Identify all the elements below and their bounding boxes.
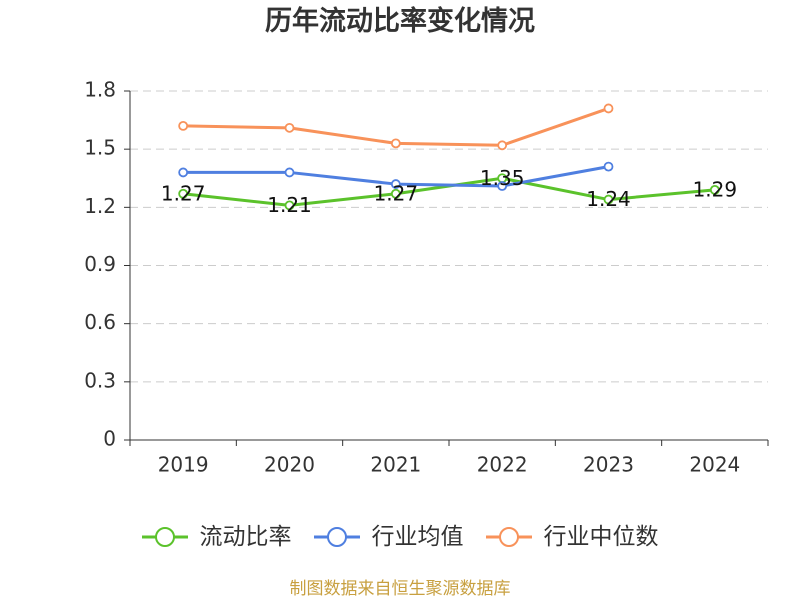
data-point-industry-median (603, 103, 614, 114)
legend-line-marker-icon (485, 527, 532, 547)
legend-item-industry-average[interactable]: 行业均值 (313, 522, 464, 552)
chart-title: 历年流动比率变化情况 (265, 6, 535, 37)
data-label: 1.27 (374, 181, 419, 205)
y-tick-label: 0 (103, 427, 116, 451)
y-tick-label: 0.9 (84, 252, 116, 276)
data-label: 1.35 (480, 166, 525, 190)
line-chart: 0 0.3 0.6 0.9 1.2 1.5 1.8 2019 2020 2021 2022 2023 2… (84, 78, 769, 477)
y-tick-label: 0.6 (84, 310, 116, 334)
data-point-industry-average (497, 181, 508, 191)
x-tick-label: 2024 (689, 453, 740, 477)
data-point-industry-average (603, 161, 614, 172)
data-point-current-ratio (178, 188, 189, 199)
y-tick-label: 1.8 (84, 78, 116, 102)
legend-label: 行业中位数 (543, 524, 659, 550)
x-tick-label: 2020 (264, 453, 315, 477)
data-label: 1.29 (693, 177, 738, 201)
legend-item-industry-median[interactable]: 行业中位数 (485, 522, 659, 552)
data-point-industry-median (390, 138, 401, 149)
data-point-industry-average (390, 179, 401, 189)
data-label: 1.24 (586, 187, 631, 211)
data-point-industry-average (284, 167, 295, 178)
data-point-industry-median (178, 121, 189, 131)
legend-item-current-ratio[interactable]: 流动比率 (141, 522, 292, 552)
data-source-note: 制图数据来自恒生聚源数据库 (289, 579, 511, 599)
legend-line-marker-icon (313, 527, 360, 547)
y-tick-label: 1.2 (84, 194, 116, 218)
data-label: 1.27 (161, 181, 206, 205)
y-tick-label: 0.3 (84, 368, 116, 392)
data-point-industry-average (178, 167, 189, 178)
y-tick-label: 1.5 (84, 136, 116, 160)
x-tick-label: 2021 (370, 453, 421, 477)
data-point-current-ratio (709, 184, 720, 195)
series-line-current-ratio (181, 176, 717, 207)
legend-line-marker-icon (141, 527, 188, 547)
data-point-current-ratio (390, 188, 401, 199)
data-point-industry-median (497, 140, 508, 151)
x-tick-label: 2023 (583, 453, 634, 477)
data-point-current-ratio (284, 200, 295, 211)
data-label: 1.21 (267, 193, 312, 217)
chart-legend: 流动比率 行业均值 行业中位数 (0, 522, 800, 552)
x-tick-label: 2019 (158, 453, 209, 477)
x-tick-label: 2022 (477, 453, 528, 477)
legend-label: 行业均值 (371, 524, 464, 550)
data-point-industry-median (284, 122, 295, 133)
data-point-current-ratio (603, 194, 614, 205)
legend-label: 流动比率 (199, 524, 292, 550)
